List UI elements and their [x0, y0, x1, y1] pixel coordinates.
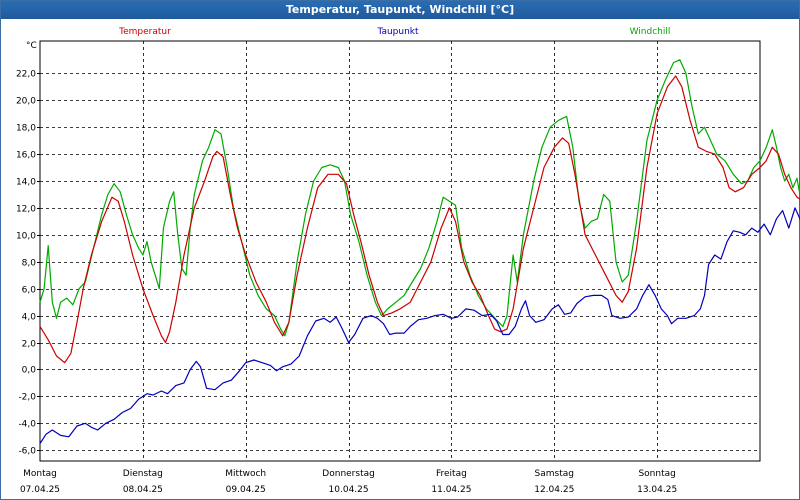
legend-temperatur: Temperatur	[118, 27, 171, 37]
y-tick-label: 4,0	[22, 313, 37, 323]
x-date-label: 07.04.25	[20, 485, 60, 495]
y-tick-label: 2,0	[22, 340, 37, 350]
x-day-label: Mittwoch	[225, 469, 266, 479]
x-date-label: 10.04.25	[329, 485, 369, 495]
y-tick-label: 20,0	[16, 97, 36, 107]
y-tick-label: 18,0	[16, 124, 36, 134]
x-date-label: 08.04.25	[123, 485, 163, 495]
x-day-label: Samstag	[535, 469, 574, 479]
x-day-label: Donnerstag	[322, 469, 375, 479]
y-tick-label: 12,0	[16, 205, 36, 215]
y-tick-label: 10,0	[16, 232, 36, 242]
y-tick-label: 14,0	[16, 178, 36, 188]
y-axis-unit: °C	[26, 41, 37, 51]
y-tick-label: -4,0	[18, 420, 36, 430]
y-tick-label: -2,0	[18, 393, 36, 403]
series-line-taupunkt	[39, 207, 800, 444]
x-day-label: Sonntag	[638, 469, 675, 479]
plot-area	[39, 40, 761, 462]
x-day-label: Montag	[23, 469, 57, 479]
y-tick-label: 22,0	[16, 70, 36, 80]
y-tick-label: 6,0	[22, 286, 37, 296]
y-tick-label: 16,0	[16, 151, 36, 161]
x-date-label: 11.04.25	[431, 485, 471, 495]
x-day-label: Freitag	[436, 469, 467, 479]
y-tick-label: 8,0	[22, 259, 37, 269]
series-line-temperatur	[39, 75, 800, 364]
chart-title: Temperatur, Taupunkt, Windchill [°C]	[1, 1, 799, 19]
x-day-label: Dienstag	[123, 469, 163, 479]
y-tick-label: 0,0	[22, 366, 37, 376]
x-date-label: 09.04.25	[226, 485, 266, 495]
x-date-label: 12.04.25	[534, 485, 574, 495]
y-tick-label: -6,0	[18, 447, 36, 457]
legend-windchill: Windchill	[630, 27, 671, 37]
series-line-windchill	[39, 59, 800, 337]
legend-taupunkt: Taupunkt	[376, 27, 419, 37]
x-date-label: 13.04.25	[637, 485, 677, 495]
